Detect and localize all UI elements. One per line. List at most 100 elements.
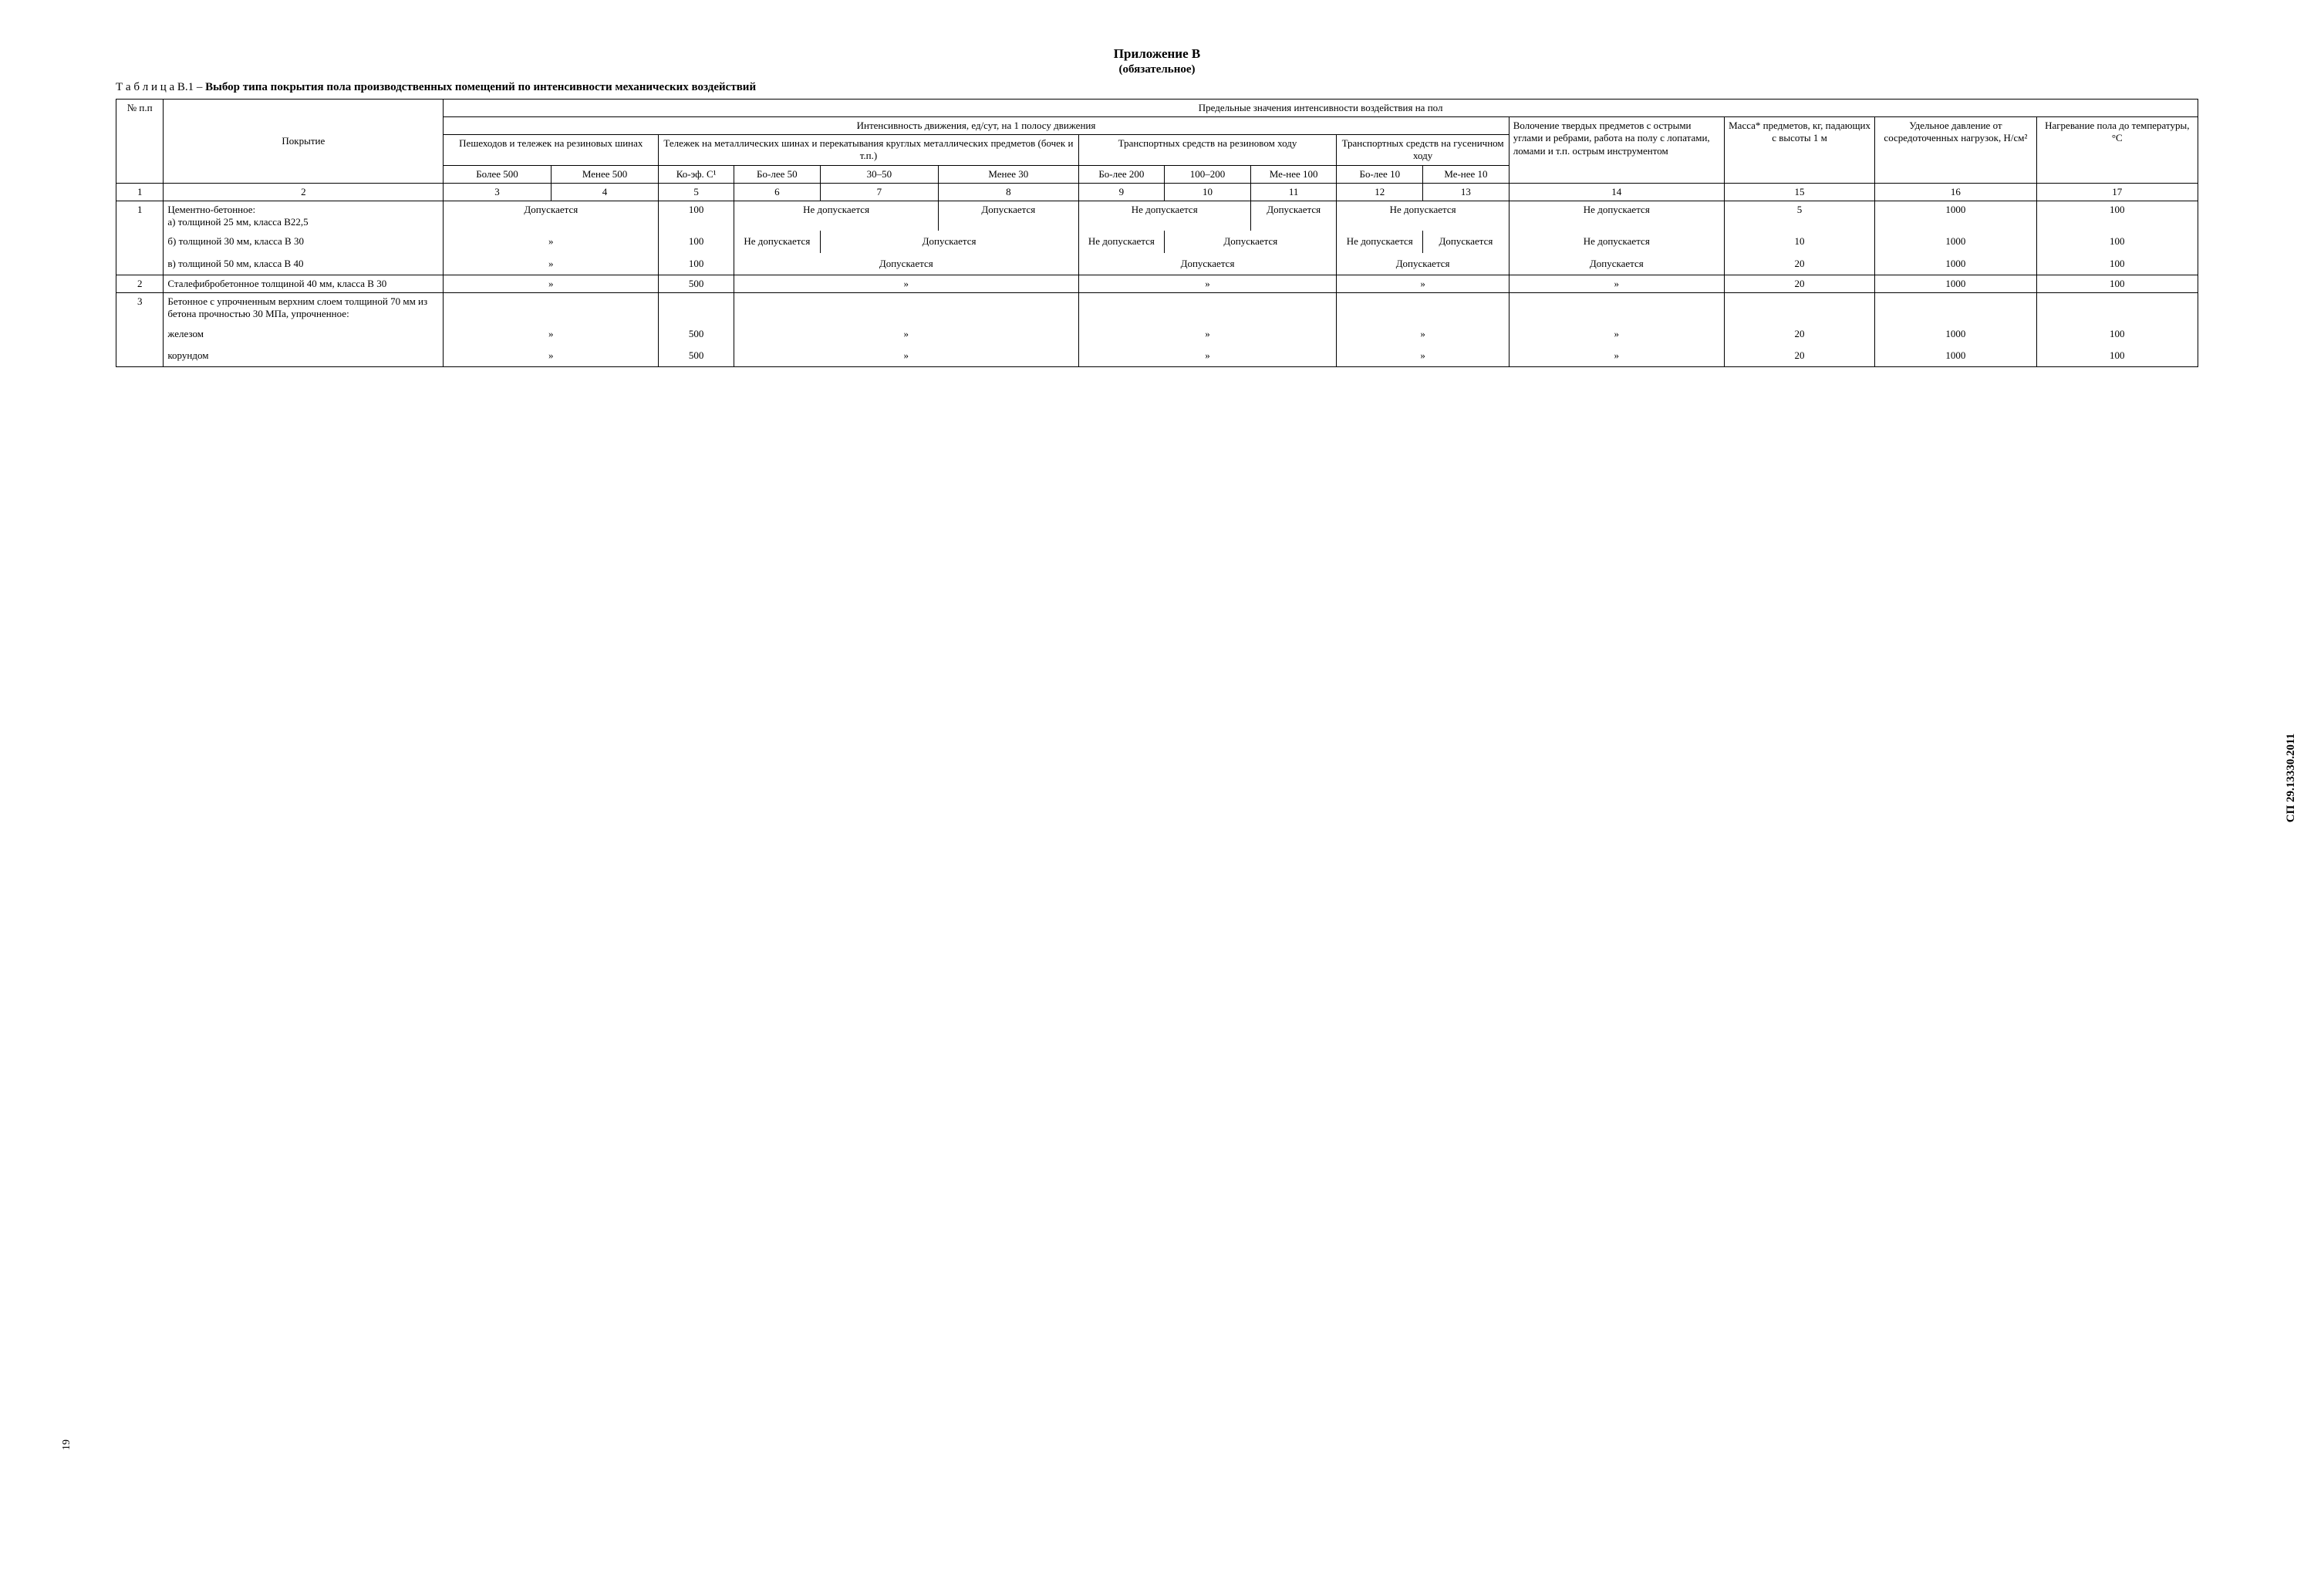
cell bbox=[1337, 293, 1509, 323]
cell: 100 bbox=[2036, 201, 2198, 231]
coln-16: 16 bbox=[1875, 183, 2036, 201]
hdr-cart-coef: Ко-эф. C¹ bbox=[659, 165, 734, 183]
hdr-cart-more50: Бо-лее 50 bbox=[734, 165, 821, 183]
cell: Не допускается bbox=[1337, 231, 1423, 252]
caption-rest: Выбор типа покрытия пола производственны… bbox=[205, 81, 756, 93]
cell: Допускается bbox=[1509, 253, 1724, 275]
cell: 20 bbox=[1724, 253, 1874, 275]
main-table: № п.п Покрытие Предельные значения интен… bbox=[116, 99, 2198, 367]
cell: Не допускается bbox=[1337, 201, 1509, 231]
r1-no: 1 bbox=[116, 201, 164, 275]
cell bbox=[1875, 293, 2036, 323]
cell: Не допускается bbox=[1509, 201, 1724, 231]
cell: 1000 bbox=[1875, 231, 2036, 252]
cell: » bbox=[444, 323, 659, 345]
hdr-tr-less100: Ме-нее 100 bbox=[1250, 165, 1337, 183]
cell: » bbox=[1509, 275, 1724, 292]
cell: 1000 bbox=[1875, 345, 2036, 367]
cell: » bbox=[1337, 275, 1509, 292]
doc-code: СП 29.13330.2011 bbox=[2285, 734, 2298, 822]
hdr-trans-track: Транспортных средств на гусеничном ходу bbox=[1337, 135, 1509, 166]
cell: » bbox=[734, 323, 1079, 345]
cell: » bbox=[1078, 275, 1337, 292]
hdr-ped-less: Менее 500 bbox=[551, 165, 659, 183]
mandatory-label: (обязательное) bbox=[69, 63, 2245, 76]
hdr-drag: Волочение твердых предметов с острыми уг… bbox=[1509, 117, 1724, 184]
hdr-ped: Пешеходов и тележек на резиновых шинах bbox=[444, 135, 659, 166]
cell: Допускается bbox=[1250, 201, 1337, 231]
r1-title-cell: Цементно-бетонное: а) толщиной 25 мм, кл… bbox=[164, 201, 444, 231]
cell: 500 bbox=[659, 275, 734, 292]
coln-2: 2 bbox=[164, 183, 444, 201]
coln-11: 11 bbox=[1250, 183, 1337, 201]
cell bbox=[1724, 293, 1874, 323]
cell bbox=[2036, 293, 2198, 323]
coln-3: 3 bbox=[444, 183, 552, 201]
cell: » bbox=[1509, 345, 1724, 367]
cell: 1000 bbox=[1875, 323, 2036, 345]
r1a-label: а) толщиной 25 мм, класса В22,5 bbox=[167, 216, 308, 228]
hdr-no: № п.п bbox=[116, 100, 164, 184]
hdr-coating: Покрытие bbox=[164, 100, 444, 184]
cell: » bbox=[444, 231, 659, 252]
cell: » bbox=[1078, 345, 1337, 367]
cell: Не допускается bbox=[734, 201, 939, 231]
cell: 100 bbox=[659, 231, 734, 252]
coln-15: 15 bbox=[1724, 183, 1874, 201]
cell: » bbox=[1337, 323, 1509, 345]
cell: Допускается bbox=[820, 231, 1078, 252]
cell: Допускается bbox=[1165, 231, 1337, 252]
cell: 20 bbox=[1724, 275, 1874, 292]
cell: » bbox=[1509, 323, 1724, 345]
hdr-tr-more200: Бо-лее 200 bbox=[1078, 165, 1165, 183]
cell: Не допускается bbox=[1078, 231, 1165, 252]
hdr-cart: Тележек на металлических шинах и перекат… bbox=[659, 135, 1078, 166]
table-row: корундом » 500 » » » » 20 1000 100 bbox=[116, 345, 2198, 367]
column-number-row: 1 2 3 4 5 6 7 8 9 10 11 12 13 14 15 16 1… bbox=[116, 183, 2198, 201]
table-row: б) толщиной 30 мм, класса В 30 » 100 Не … bbox=[116, 231, 2198, 252]
cell: 20 bbox=[1724, 345, 1874, 367]
cell: Допускается bbox=[734, 253, 1079, 275]
cell bbox=[1509, 293, 1724, 323]
table-row: 2 Сталефибробетонное толщиной 40 мм, кла… bbox=[116, 275, 2198, 292]
cell: Допускается bbox=[939, 201, 1078, 231]
coln-12: 12 bbox=[1337, 183, 1423, 201]
cell: » bbox=[1337, 345, 1509, 367]
table-row: 1 Цементно-бетонное: а) толщиной 25 мм, … bbox=[116, 201, 2198, 231]
table-row: в) толщиной 50 мм, класса В 40 » 100 Доп… bbox=[116, 253, 2198, 275]
cell bbox=[444, 293, 659, 323]
cell: Допускается bbox=[444, 201, 659, 231]
cell bbox=[734, 293, 1079, 323]
cell: » bbox=[444, 345, 659, 367]
coln-13: 13 bbox=[1423, 183, 1509, 201]
cell: » bbox=[444, 253, 659, 275]
cell bbox=[1078, 293, 1337, 323]
r3a-label: железом bbox=[164, 323, 444, 345]
hdr-topspan: Предельные значения интенсивности воздей… bbox=[444, 100, 2198, 117]
cell: Не допускается bbox=[734, 231, 821, 252]
coln-7: 7 bbox=[820, 183, 939, 201]
cell: » bbox=[1078, 323, 1337, 345]
cell: 100 bbox=[2036, 253, 2198, 275]
hdr-ped-more: Более 500 bbox=[444, 165, 552, 183]
r3-no: 3 bbox=[116, 293, 164, 367]
hdr-trans-rubber: Транспортных средств на резиновом ходу bbox=[1078, 135, 1337, 166]
hdr-mass: Масса* предметов, кг, падающих с высоты … bbox=[1724, 117, 1874, 184]
cell: 100 bbox=[659, 201, 734, 231]
cell: 100 bbox=[2036, 275, 2198, 292]
cell bbox=[659, 293, 734, 323]
cell: » bbox=[734, 275, 1079, 292]
coln-17: 17 bbox=[2036, 183, 2198, 201]
cell: 1000 bbox=[1875, 253, 2036, 275]
r1-title: Цементно-бетонное: bbox=[167, 204, 255, 215]
hdr-heat: Нагревание пола до температуры, °С bbox=[2036, 117, 2198, 184]
cell: Допускается bbox=[1078, 253, 1337, 275]
cell: 100 bbox=[2036, 345, 2198, 367]
coln-8: 8 bbox=[939, 183, 1078, 201]
table-row: железом » 500 » » » » 20 1000 100 bbox=[116, 323, 2198, 345]
cell: Не допускается bbox=[1509, 231, 1724, 252]
hdr-cart-less30: Менее 30 bbox=[939, 165, 1078, 183]
page-number: 19 bbox=[61, 1439, 73, 1450]
cell: 20 bbox=[1724, 323, 1874, 345]
cell: 10 bbox=[1724, 231, 1874, 252]
